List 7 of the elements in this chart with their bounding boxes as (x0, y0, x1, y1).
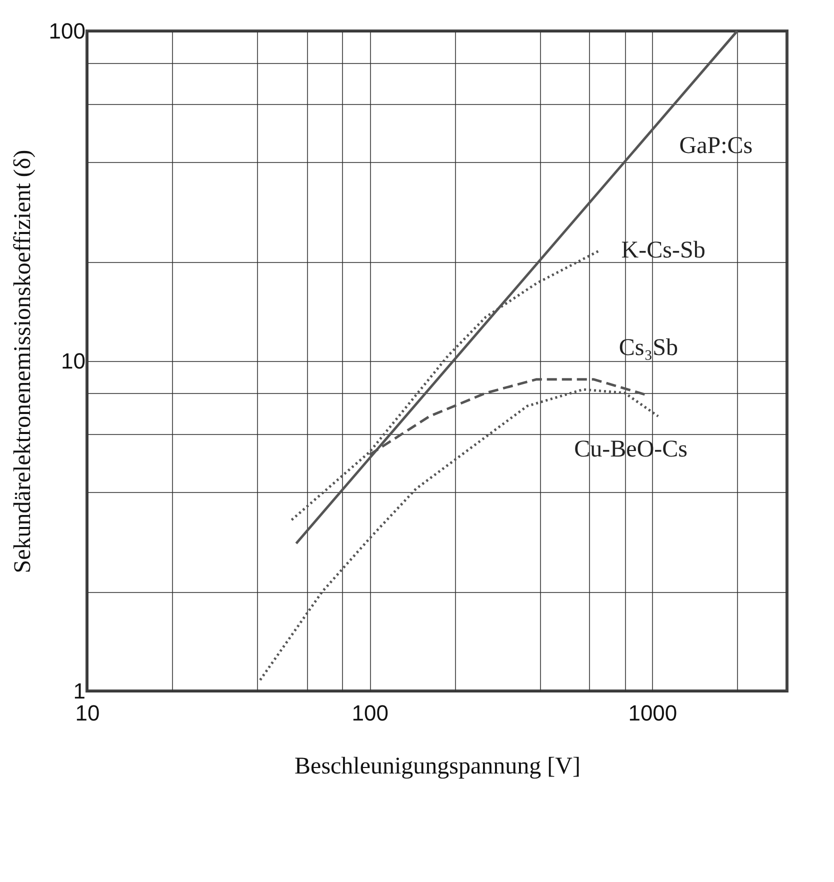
y-tick-label: 100 (48, 18, 86, 44)
x-tick-label: 100 (352, 700, 388, 726)
y-tick-label: 1 (73, 678, 86, 704)
x-tick-label: 1000 (628, 700, 678, 726)
y-axis-title: Sekundärelektronenemissionskoeffizient (δ) (10, 150, 36, 574)
x-axis-title: Beschleunigungspannung [V] (294, 754, 580, 780)
y-tick-label: 10 (61, 348, 86, 374)
